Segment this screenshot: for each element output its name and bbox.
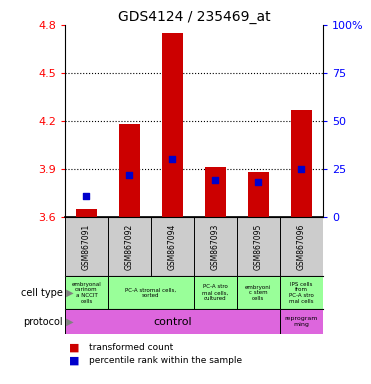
Bar xyxy=(108,276,194,309)
Text: GSM867093: GSM867093 xyxy=(211,223,220,270)
Bar xyxy=(194,276,237,309)
Point xyxy=(212,177,218,183)
Point xyxy=(298,166,304,172)
Text: GSM867095: GSM867095 xyxy=(254,223,263,270)
Bar xyxy=(65,276,108,309)
Point xyxy=(170,156,175,162)
Bar xyxy=(119,124,140,217)
Text: ▶: ▶ xyxy=(63,288,74,298)
Bar xyxy=(280,309,323,334)
Point xyxy=(127,172,132,179)
Point xyxy=(255,179,261,185)
Text: transformed count: transformed count xyxy=(89,343,173,352)
Text: cell type: cell type xyxy=(21,288,63,298)
Text: reprogram
ming: reprogram ming xyxy=(285,316,318,327)
Text: GSM867094: GSM867094 xyxy=(168,223,177,270)
Title: GDS4124 / 235469_at: GDS4124 / 235469_at xyxy=(118,10,270,24)
Text: embryonal
carinom
a NCCIT
cells: embryonal carinom a NCCIT cells xyxy=(72,281,101,304)
Text: GSM867091: GSM867091 xyxy=(82,223,91,270)
Text: percentile rank within the sample: percentile rank within the sample xyxy=(89,356,242,365)
Bar xyxy=(76,209,97,217)
Text: GSM867092: GSM867092 xyxy=(125,223,134,270)
Bar xyxy=(65,309,280,334)
Text: embryoni
c stem
cells: embryoni c stem cells xyxy=(245,285,272,301)
Text: ■: ■ xyxy=(69,355,79,365)
Bar xyxy=(280,276,323,309)
Bar xyxy=(204,167,226,217)
Bar xyxy=(247,172,269,217)
Text: control: control xyxy=(153,316,192,327)
Bar xyxy=(162,33,183,217)
Point xyxy=(83,193,89,199)
Bar xyxy=(290,110,312,217)
Bar xyxy=(237,276,280,309)
Text: PC-A stromal cells,
sorted: PC-A stromal cells, sorted xyxy=(125,287,177,298)
Text: protocol: protocol xyxy=(23,316,63,327)
Text: GSM867096: GSM867096 xyxy=(297,223,306,270)
Text: ■: ■ xyxy=(69,343,79,353)
Text: IPS cells
from
PC-A stro
mal cells: IPS cells from PC-A stro mal cells xyxy=(289,281,314,304)
Text: ▶: ▶ xyxy=(63,316,74,327)
Text: PC-A stro
mal cells,
cultured: PC-A stro mal cells, cultured xyxy=(202,285,229,301)
